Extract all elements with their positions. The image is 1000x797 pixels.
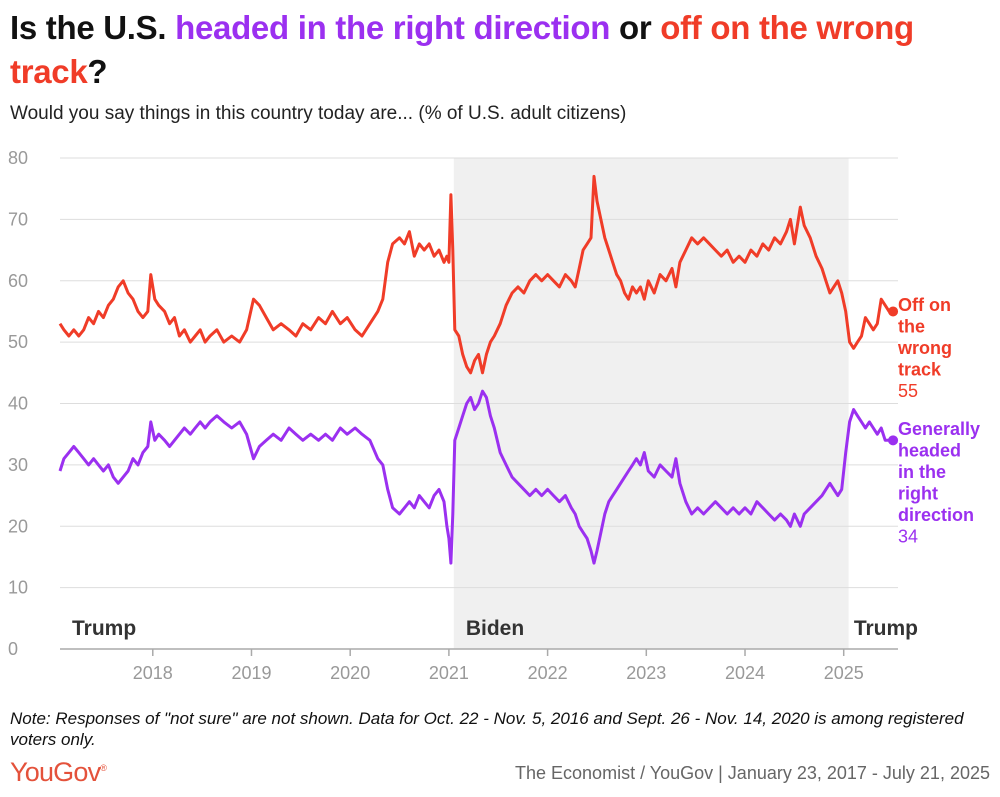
chart-note: Note: Responses of "not sure" are not sh…: [10, 709, 964, 749]
title-part-3: or: [610, 9, 661, 46]
period-label-0: Trump: [72, 617, 136, 640]
right-direction-last-value: 34: [898, 527, 918, 547]
chart-source: The Economist / YouGov | January 23, 201…: [515, 763, 990, 783]
x-tick-label: 2020: [330, 663, 370, 683]
wrong-track-line: [58, 174, 894, 375]
chart-title: Is the U.S. headed in the right directio…: [10, 6, 990, 94]
right-direction-line: [58, 389, 894, 565]
x-tick-label: 2024: [725, 663, 765, 683]
y-tick-label: 30: [8, 455, 28, 475]
right-direction-label-line: headed: [898, 441, 961, 461]
y-tick-label: 80: [8, 148, 28, 168]
right-direction-endpoint: [888, 435, 899, 446]
period-label-1: Biden: [466, 617, 524, 640]
wrong-track-endpoint: [888, 306, 899, 317]
x-tick-label: 2023: [626, 663, 666, 683]
wrong-track-label-line: Off on: [898, 295, 951, 315]
y-tick-label: 10: [8, 578, 28, 598]
right-direction-label-line: direction: [898, 505, 974, 525]
wrong-track-label-line: wrong: [897, 338, 952, 358]
wrong-track-last-value: 55: [898, 381, 918, 401]
right-direction-label-line: in the: [898, 462, 946, 482]
logo-text: YouGov: [10, 757, 101, 787]
title-part-1: Is the U.S.: [10, 9, 176, 46]
x-tick-label: 2025: [824, 663, 864, 683]
y-tick-label: 20: [8, 516, 28, 536]
wrong-track-label-line: the: [898, 317, 925, 337]
y-tick-label: 40: [8, 394, 28, 414]
y-tick-label: 0: [8, 639, 18, 659]
y-tick-label: 50: [8, 332, 28, 352]
x-tick-label: 2021: [429, 663, 469, 683]
yougov-logo: YouGov®: [10, 757, 107, 788]
title-right-direction: headed in the right direction: [175, 9, 611, 46]
right-direction-label-line: right: [898, 484, 938, 504]
y-tick-label: 60: [8, 271, 28, 291]
wrong-track-label-line: track: [898, 360, 942, 380]
x-tick-label: 2019: [231, 663, 271, 683]
y-tick-label: 70: [8, 209, 28, 229]
period-label-2: Trump: [854, 617, 918, 640]
x-tick-label: 2022: [528, 663, 568, 683]
x-tick-label: 2018: [133, 663, 173, 683]
line-chart: 0 10 20 30 40 50 60 70 80 2018 2019 2020 2021 2022 202…: [8, 148, 980, 683]
title-wrong-track: off on the wrong track: [10, 9, 914, 90]
title-question-mark: ?: [87, 53, 108, 90]
chart-subtitle: Would you say things in this country tod…: [10, 103, 627, 124]
right-direction-label-line: Generally: [898, 419, 980, 439]
logo-registered-mark: ®: [100, 763, 107, 773]
